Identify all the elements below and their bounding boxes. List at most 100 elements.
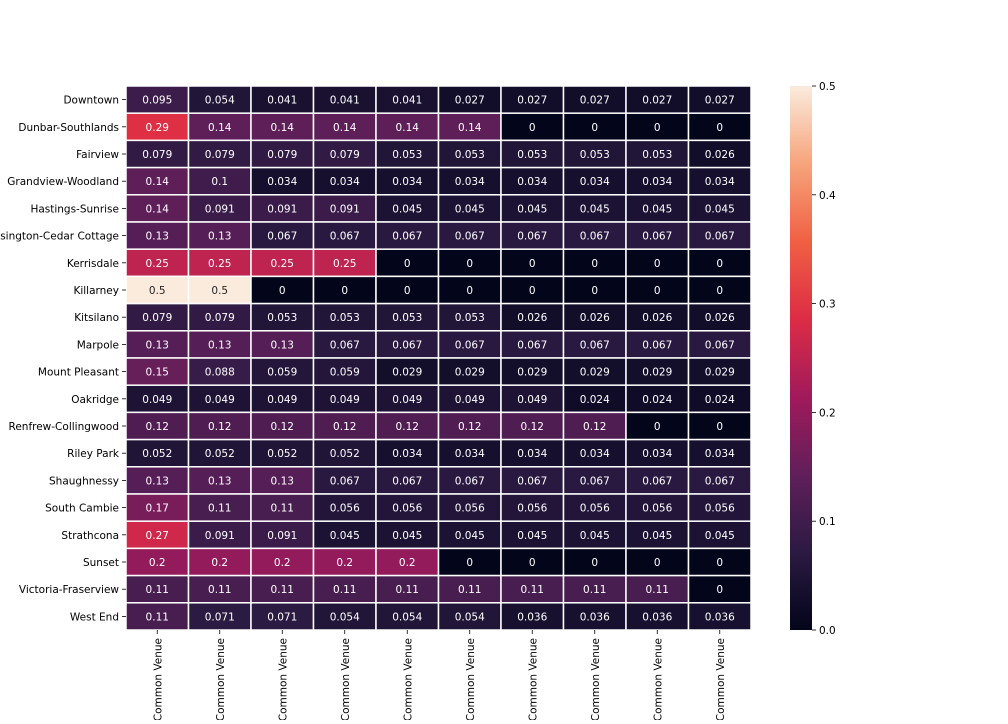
cell-value-label: 0.067 [580,231,610,243]
heatmap-cell [500,330,565,359]
heatmap-cell [312,357,377,386]
cell-value-label: 0 [529,557,536,569]
heatmap-cell [687,85,752,114]
cell-value-label: 0.029 [580,367,610,379]
heatmap-cell [125,411,190,441]
cell-value-label: 0.11 [333,584,356,596]
cell-value-label: 0 [654,258,661,270]
cell-value-label: 0.029 [642,367,672,379]
cell-value-label: 0.13 [208,339,231,351]
heatmap-cell [125,248,190,278]
cell-value-label: 0.029 [392,367,422,379]
y-tick-label: Hastings-Sunrise [30,203,119,215]
cell-value-label: 0.071 [205,611,235,623]
cell-value-label: 0.13 [271,475,294,487]
y-tick-label: Marpole [77,339,119,351]
cell-value-label: 0.034 [392,448,422,460]
x-tick-label: Common Venue [215,638,227,720]
cell-value-label: 0.067 [705,339,735,351]
cell-value-label: 0.067 [455,231,485,243]
cell-value-label: 0.12 [333,421,356,433]
heatmap-cell [437,112,502,142]
cell-value-label: 0.045 [642,530,672,542]
cell-value-label: 0 [716,258,723,270]
x-tick-label: Common Venue [590,638,602,720]
cell-value-label: 0 [654,285,661,297]
cell-value-label: 0.2 [336,557,353,569]
cell-value-label: 0.067 [455,475,485,487]
cell-value-label: 0.056 [580,503,610,515]
cell-value-label: 0.024 [580,394,610,406]
heatmap-cell [562,248,627,278]
cell-value-label: 0.2 [149,557,166,569]
cell-value-label: 0.026 [705,312,735,324]
cell-value-label: 0.091 [267,530,297,542]
heatmap-cell [500,112,565,142]
cell-value-label: 0.026 [642,312,672,324]
cell-value-label: 0.1 [211,176,228,188]
cell-value-label: 0.067 [392,475,422,487]
heatmap-cell [500,275,565,305]
heatmap-cell [687,275,752,305]
heatmap-cell [437,221,502,250]
heatmap-cell [187,520,252,550]
cell-value-label: 0.079 [205,312,235,324]
heatmap-cell [625,275,690,305]
cell-value-label: 0.034 [580,176,610,188]
cell-value-label: 0 [404,258,411,270]
heatmap-cell [500,302,565,332]
cell-value-label: 0.067 [392,339,422,351]
heatmap-cell [125,574,190,604]
cell-value-label: 0.034 [642,176,672,188]
cell-value-label: 0.049 [267,394,297,406]
cell-value-label: 0.045 [517,530,547,542]
cell-value-label: 0.067 [705,231,735,243]
heatmap-cell [500,574,565,604]
y-tick-label: South Cambie [45,503,119,515]
cell-value-label: 0.091 [267,203,297,215]
cell-value-label: 0 [716,421,723,433]
y-tick-label: Dunbar-Southlands [18,122,119,134]
cell-value-label: 0.027 [642,95,672,107]
heatmap-cells: 0.095 0.054 0.041 0.041 0.041 0.027 0.027 0.027… [125,85,752,631]
cell-value-label: 0.15 [146,367,169,379]
heatmap-cell [625,438,690,468]
cell-value-label: 0.045 [705,203,735,215]
cell-value-label: 0.056 [455,503,485,515]
heatmap-cell [437,85,502,114]
heatmap-cell [437,194,502,223]
heatmap-cell [250,466,315,495]
cell-value-label: 0.11 [521,584,544,596]
cell-value-label: 0.034 [455,448,485,460]
heatmap-cell [562,520,627,550]
cell-value-label: 0.049 [330,394,360,406]
cell-value-label: 0.071 [267,611,297,623]
cell-value-label: 0 [529,285,536,297]
cell-value-label: 0.027 [455,95,485,107]
heatmap-cell [250,602,315,631]
heatmap-cell [687,248,752,278]
heatmap-cell [125,330,190,359]
colorbar-tick-label: 0.5 [819,81,836,93]
cell-value-label: 0.045 [455,203,485,215]
heatmap-cell [375,221,440,250]
heatmap-cell [687,384,752,414]
cell-value-label: 0.056 [330,503,360,515]
cell-value-label: 0.052 [267,448,297,460]
x-tick-label: Common Venue [277,638,289,720]
heatmap-cell [562,357,627,386]
y-tick-label: Killarney [73,285,119,297]
cell-value-label: 0.13 [146,339,169,351]
cell-value-label: 0.067 [517,475,547,487]
cell-value-label: 0.11 [458,584,481,596]
heatmap-cell [437,602,502,631]
cell-value-label: 0.079 [330,149,360,161]
cell-value-label: 0.079 [205,149,235,161]
x-tick-label: Common Venue [402,638,414,720]
cell-value-label: 0 [591,557,598,569]
heatmap-cell [437,248,502,278]
cell-value-label: 0.2 [274,557,291,569]
cell-value-label: 0.053 [580,149,610,161]
cell-value-label: 0.067 [455,339,485,351]
